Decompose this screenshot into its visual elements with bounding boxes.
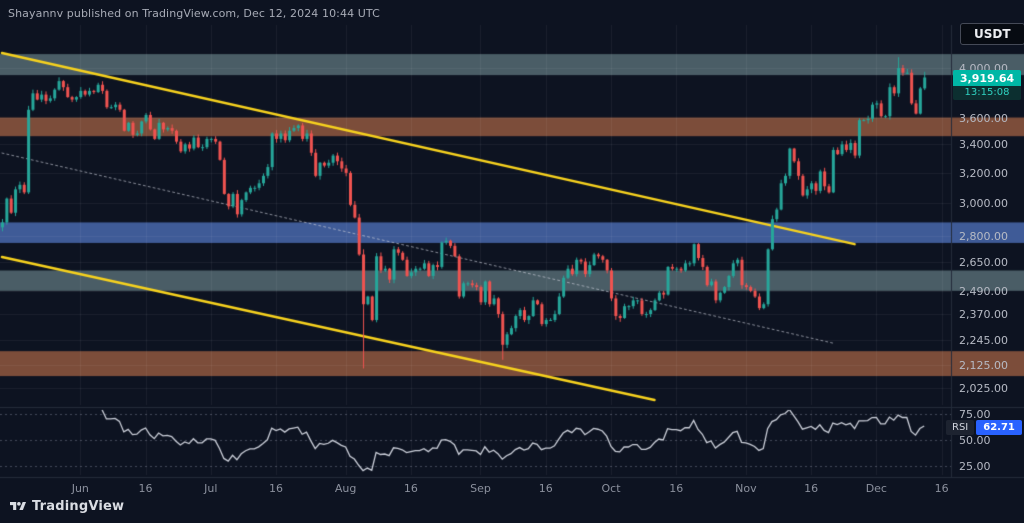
rsi-label: RSI — [946, 420, 975, 435]
time-axis[interactable]: Jun 16 Jul 16 Aug 16 Sep 16 Oct 16 Nov 16 Dec 16 — [0, 480, 1024, 498]
currency-badge[interactable]: USDT — [960, 23, 1024, 45]
time-tick-16-63: 16 — [269, 482, 284, 495]
countdown-timer: 13:15:08 — [953, 85, 1021, 100]
price-tick-2025: 2,025.00 — [959, 381, 1008, 395]
rsi-badge: RSI 62.71 — [946, 420, 1022, 435]
rsi-tick-25: 25.00 — [959, 460, 991, 473]
time-tick-16-125: 16 — [538, 482, 553, 495]
time-tick-jul-48: Jul — [204, 482, 218, 495]
time-tick-jun-18: Jun — [71, 482, 89, 495]
time-tick-dec-201: Dec — [865, 482, 887, 495]
price-tick-3400: 3,400.00 — [959, 138, 1008, 152]
price-tick-2490: 2,490.00 — [959, 284, 1008, 298]
price-tick-3000: 3,000.00 — [959, 197, 1008, 211]
time-tick-sep-110: Sep — [470, 482, 491, 495]
price-tick-2125: 2,125.00 — [959, 359, 1008, 373]
tradingview-logo-icon[interactable] — [10, 500, 26, 513]
tradingview-brand[interactable]: TradingView — [32, 499, 125, 514]
price-tick-2800: 2,800.00 — [959, 229, 1008, 243]
rsi-tick-75: 75.00 — [959, 408, 991, 421]
time-tick-nov-171: Nov — [735, 482, 757, 495]
time-tick-oct-140: Oct — [601, 482, 621, 495]
time-tick-16-186: 16 — [804, 482, 819, 495]
price-tick-2370: 2,370.00 — [959, 308, 1008, 322]
footer: TradingView — [10, 499, 124, 514]
time-tick-16-33: 16 — [138, 482, 153, 495]
time-tick-aug-79: Aug — [334, 482, 357, 495]
last-price-value: 3,919.64 — [953, 69, 1021, 86]
price-tick-2650: 2,650.00 — [959, 255, 1008, 269]
price-tick-3200: 3,200.00 — [959, 166, 1008, 180]
time-tick-16-216: 16 — [934, 482, 949, 495]
time-tick-16-155: 16 — [669, 482, 684, 495]
price-scale[interactable]: 4,000.00 3,600.00 3,400.00 3,200.00 3,000.00… — [952, 0, 1024, 523]
attribution-text: Shayannv published on TradingView.com, D… — [8, 7, 380, 20]
rsi-value: 62.71 — [976, 420, 1022, 435]
time-tick-16-94: 16 — [403, 482, 418, 495]
price-tick-3600: 3,600.00 — [959, 111, 1008, 125]
last-price-label: 3,919.64 13:15:08 — [953, 69, 1021, 100]
price-tick-2245: 2,245.00 — [959, 333, 1008, 347]
rsi-tick-50: 50.00 — [959, 434, 991, 447]
